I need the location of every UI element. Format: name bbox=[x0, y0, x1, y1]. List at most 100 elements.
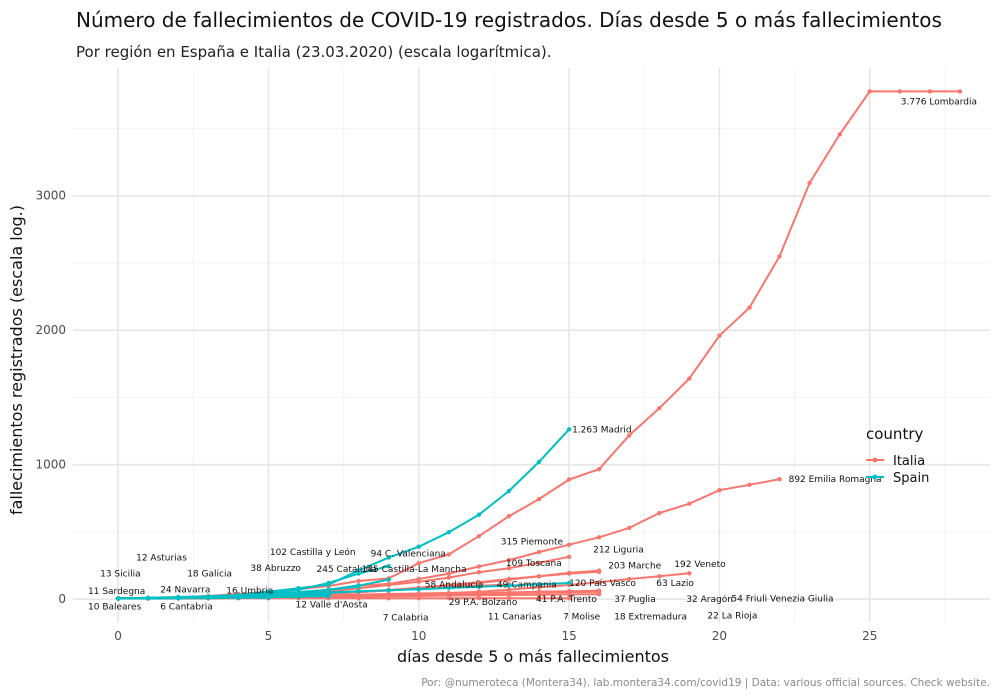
data-point bbox=[416, 579, 421, 584]
data-point bbox=[566, 592, 572, 597]
data-point bbox=[566, 596, 572, 601]
data-label: 24 Navarra bbox=[160, 586, 210, 596]
data-point bbox=[446, 596, 451, 601]
data-label: 12 Valle d'Aosta bbox=[296, 601, 368, 611]
data-label: 10 Baleares bbox=[88, 603, 142, 613]
data-point bbox=[506, 488, 512, 494]
legend-title: country bbox=[866, 425, 923, 443]
data-point bbox=[596, 535, 602, 540]
series-group bbox=[115, 89, 963, 601]
data-point bbox=[206, 595, 211, 600]
data-label: 29 P.A. Bolzano bbox=[449, 598, 518, 608]
data-point bbox=[657, 574, 662, 579]
data-point bbox=[446, 575, 451, 580]
chart-subtitle: Por región en España e Italia (23.03.202… bbox=[76, 43, 552, 61]
x-axis-title: días desde 5 o más fallecimientos bbox=[397, 647, 669, 666]
data-point bbox=[536, 549, 542, 555]
data-point bbox=[416, 544, 421, 549]
legend-key-point bbox=[872, 457, 878, 463]
data-point bbox=[777, 254, 782, 259]
data-label: 18 Galicia bbox=[187, 570, 232, 580]
x-tick-label: 5 bbox=[265, 629, 273, 643]
data-point bbox=[536, 574, 542, 579]
data-label: 7 Calabria bbox=[383, 613, 429, 623]
data-label: 102 Castilla y León bbox=[270, 547, 356, 558]
y-ticks: 0 1000 2000 3000 bbox=[35, 189, 66, 606]
data-label: 145 Castilla-La Mancha bbox=[362, 565, 467, 575]
data-point bbox=[356, 568, 361, 573]
y-tick-label: 3000 bbox=[35, 189, 66, 203]
data-label: 22 La Rioja bbox=[707, 611, 757, 621]
data-point bbox=[416, 587, 421, 592]
data-label: 892 Emilia Romagna bbox=[789, 475, 882, 485]
data-label: 12 Asturias bbox=[136, 554, 187, 564]
data-point bbox=[747, 305, 752, 310]
data-point bbox=[747, 482, 752, 487]
data-label: 18 Extremadura bbox=[614, 613, 687, 623]
legend-label: Spain bbox=[893, 471, 929, 486]
legend-label: Italia bbox=[893, 454, 925, 469]
data-point bbox=[386, 582, 391, 588]
x-ticks: 0 5 10 15 20 25 bbox=[114, 629, 877, 643]
data-label: 11 Canarias bbox=[488, 613, 542, 623]
data-point bbox=[236, 595, 241, 600]
data-point bbox=[506, 566, 512, 571]
data-point bbox=[146, 596, 151, 601]
data-label: 6 Cantabria bbox=[160, 603, 213, 613]
data-point bbox=[356, 584, 361, 589]
data-label: 11 Sardegna bbox=[88, 587, 145, 597]
data-point bbox=[506, 583, 512, 588]
data-point bbox=[476, 596, 482, 601]
data-point bbox=[536, 582, 542, 587]
data-label: 41 P.A. Trento bbox=[536, 595, 597, 605]
data-label: 1.263 Madrid bbox=[572, 425, 632, 435]
data-label: 32 Aragón bbox=[686, 594, 733, 605]
x-tick-label: 15 bbox=[561, 629, 576, 643]
x-tick-label: 20 bbox=[712, 629, 727, 643]
data-point bbox=[566, 542, 572, 547]
data-point bbox=[476, 570, 482, 575]
data-point bbox=[957, 89, 963, 94]
data-point bbox=[627, 525, 632, 531]
data-point bbox=[476, 584, 482, 589]
data-point bbox=[446, 530, 451, 535]
data-point bbox=[566, 554, 572, 559]
y-axis-title: fallecimientos registrados (escala log.) bbox=[7, 205, 26, 515]
data-point bbox=[386, 555, 391, 560]
data-label: 37 Puglia bbox=[614, 595, 656, 605]
data-point bbox=[506, 557, 512, 563]
data-point bbox=[687, 571, 692, 576]
data-point bbox=[717, 333, 722, 338]
data-point bbox=[687, 376, 692, 381]
data-point bbox=[627, 576, 632, 582]
data-labels: 3.776 Lombardia 1.263 Madrid 892 Emilia Ro… bbox=[88, 98, 977, 624]
data-point bbox=[867, 89, 872, 94]
data-label: 58 Andalucía bbox=[425, 580, 484, 590]
data-point bbox=[356, 589, 361, 594]
series-line bbox=[115, 596, 151, 601]
data-point bbox=[566, 477, 572, 482]
data-point bbox=[536, 596, 542, 601]
data-label: 49 Campania bbox=[497, 580, 557, 590]
data-label: 94 C. Valenciana bbox=[371, 549, 446, 559]
data-point bbox=[476, 512, 482, 517]
data-point bbox=[927, 89, 933, 94]
data-label: 13 Sicilia bbox=[100, 570, 141, 580]
data-label: 212 Liguria bbox=[593, 545, 644, 555]
data-point bbox=[596, 588, 602, 593]
y-tick-label: 1000 bbox=[35, 458, 66, 472]
data-point bbox=[416, 561, 421, 566]
data-point bbox=[717, 488, 722, 493]
data-label: 3.776 Lombardia bbox=[901, 98, 977, 108]
data-label: 38 Abruzzo bbox=[250, 564, 301, 574]
data-point bbox=[356, 596, 361, 601]
legend: country Italia Spain bbox=[866, 425, 929, 486]
data-point bbox=[687, 501, 692, 506]
data-point bbox=[596, 580, 602, 585]
x-tick-label: 10 bbox=[411, 629, 426, 643]
data-point bbox=[566, 571, 572, 576]
data-point bbox=[416, 596, 421, 601]
data-point bbox=[386, 588, 391, 593]
